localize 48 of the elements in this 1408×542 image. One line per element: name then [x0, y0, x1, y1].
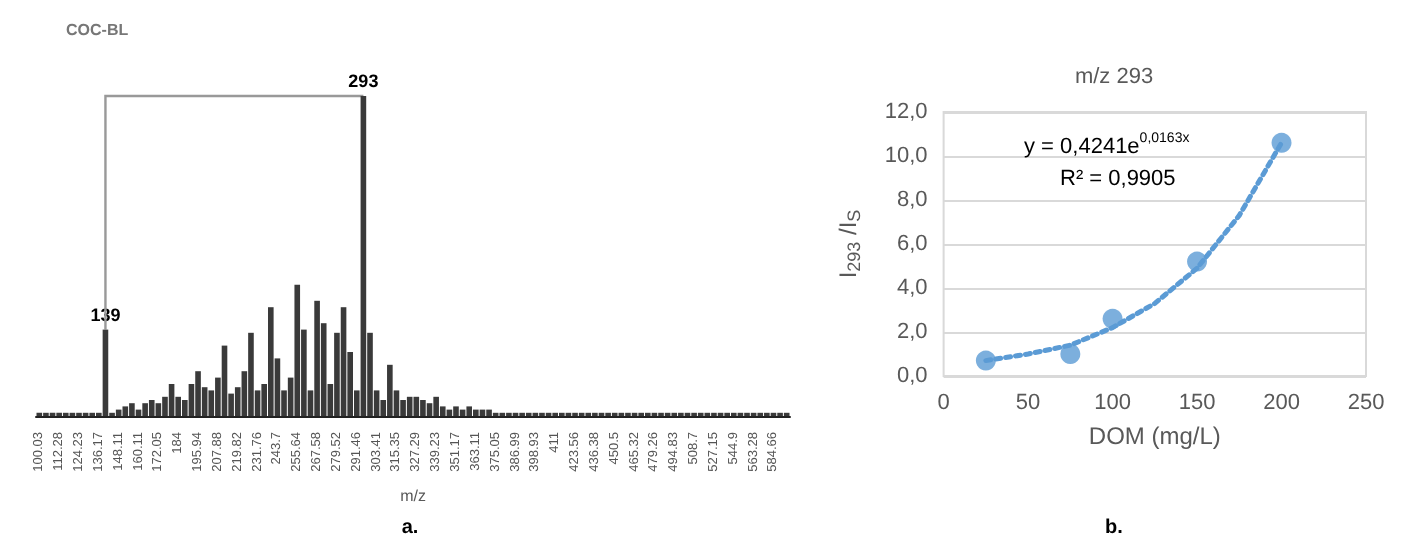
- text: b.: [1105, 517, 1124, 539]
- bar: [433, 396, 439, 416]
- text: a.: [401, 517, 419, 539]
- bar: [148, 400, 155, 416]
- y-tick-label: 12,0: [884, 100, 928, 124]
- bar: [406, 396, 413, 416]
- x-axis-title: DOM (mg/L): [1088, 422, 1221, 450]
- x-tick-label: 150: [1178, 391, 1216, 415]
- y-tick-label: 2,0: [897, 320, 928, 344]
- bar: [426, 403, 433, 416]
- y-tick-label: 0,0: [897, 364, 928, 388]
- y-tick-label: 8,0: [897, 188, 928, 212]
- bar: [466, 406, 473, 416]
- bar: [387, 364, 393, 416]
- y-tick-label: 6,0: [897, 232, 928, 256]
- y-tick-label: 10,0: [884, 144, 928, 168]
- bar: [142, 403, 148, 416]
- point: [1060, 344, 1081, 364]
- chart-title: COC-BL: [66, 21, 129, 39]
- x-axis-title: m/z: [400, 486, 426, 505]
- x-tick-label: 250: [1347, 391, 1385, 415]
- point: [1271, 132, 1292, 153]
- annotation: R² = 0,9905: [1060, 167, 1176, 191]
- x-tick-label: 200: [1263, 391, 1300, 415]
- x-tick-label: 0: [937, 391, 950, 415]
- bar: [195, 371, 201, 416]
- bar: [267, 307, 274, 416]
- bar: [122, 406, 129, 416]
- point: [1187, 251, 1208, 272]
- bar: [248, 332, 254, 416]
- bar: [294, 284, 301, 416]
- bar: [420, 400, 426, 416]
- x-tick-label: 50: [1015, 391, 1041, 415]
- point: [975, 350, 996, 371]
- y-axis-title: I293 /IS: [834, 209, 864, 279]
- bar: [314, 300, 320, 416]
- bar: [473, 409, 479, 416]
- bar: [486, 409, 492, 416]
- bar: [155, 403, 162, 416]
- y-tick-label: 4,0: [897, 276, 928, 300]
- bar: [413, 396, 420, 416]
- chart-title: m/z 293: [1074, 65, 1154, 89]
- bar: [453, 406, 459, 416]
- annotation: 139: [90, 304, 121, 325]
- annotation: 293: [348, 71, 379, 91]
- x-tick-label: 100: [1094, 391, 1131, 415]
- point: [1102, 308, 1123, 329]
- bar: [129, 403, 135, 416]
